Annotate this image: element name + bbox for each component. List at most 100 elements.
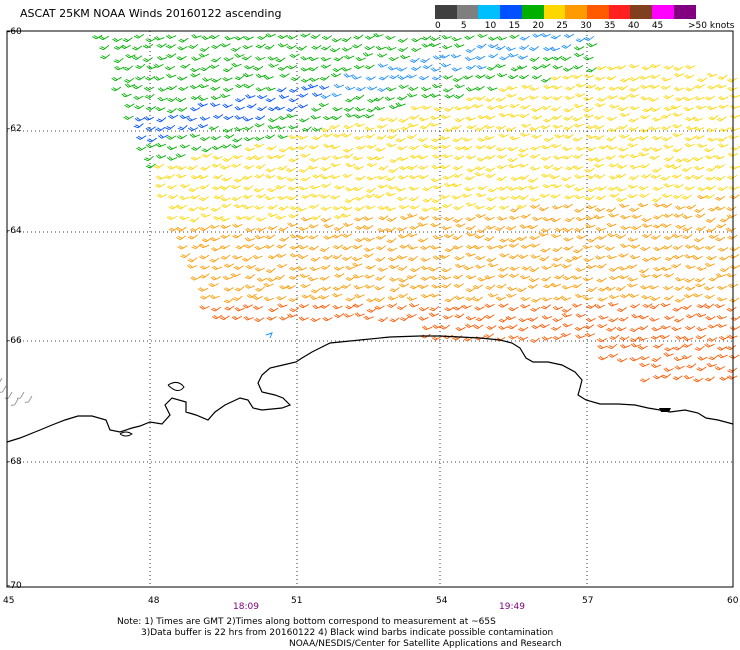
wind-barb xyxy=(343,313,354,318)
wind-barb xyxy=(616,358,628,363)
wind-barb xyxy=(451,67,462,72)
wind-barb xyxy=(640,84,651,89)
wind-barb xyxy=(714,303,725,309)
wind-barb xyxy=(197,174,209,180)
wind-barb xyxy=(466,167,477,173)
wind-barb xyxy=(155,154,167,159)
wind-barb xyxy=(331,38,342,43)
wind-barb xyxy=(243,136,255,142)
wind-barb xyxy=(374,297,385,303)
wind-barb xyxy=(278,205,289,211)
lat-label: -66 xyxy=(7,336,22,346)
wind-barb xyxy=(540,304,551,310)
wind-barb xyxy=(407,122,419,128)
wind-barb xyxy=(365,133,376,139)
wind-barb xyxy=(629,105,640,111)
wind-barb xyxy=(575,83,586,88)
wind-barb xyxy=(474,336,485,341)
wind-barb xyxy=(508,215,520,220)
wind-barb xyxy=(345,265,356,270)
wind-barb xyxy=(474,306,485,311)
wind-barb xyxy=(573,165,584,170)
wind-barb xyxy=(454,263,466,268)
wind-barb xyxy=(585,215,596,220)
wind-barb xyxy=(573,46,585,51)
wind-barb xyxy=(221,176,232,182)
wind-barb xyxy=(605,155,616,160)
wind-barb xyxy=(276,243,287,249)
wind-barb xyxy=(389,277,400,282)
wind-barb xyxy=(521,265,532,271)
wind-barb xyxy=(486,105,498,110)
island-outline xyxy=(119,431,133,437)
wind-barb xyxy=(704,262,715,267)
wind-barb xyxy=(308,204,320,209)
wind-barb xyxy=(114,65,125,71)
wind-barb xyxy=(583,96,594,101)
wind-barb xyxy=(681,194,692,200)
wind-barb xyxy=(453,283,464,288)
wind-barb xyxy=(287,186,299,191)
wind-barb xyxy=(517,236,528,241)
wind-barb xyxy=(582,244,593,249)
wind-barb xyxy=(420,57,431,63)
wind-barb xyxy=(485,205,496,211)
wind-barb xyxy=(484,275,495,280)
wind-barb xyxy=(278,115,289,121)
wind-barb xyxy=(430,67,441,72)
wind-barb xyxy=(705,154,716,160)
wind-barb xyxy=(301,126,312,132)
wind-barb xyxy=(574,208,585,213)
wind-barb xyxy=(575,313,586,318)
wind-barb xyxy=(528,46,540,51)
wind-barb xyxy=(674,96,686,102)
wind-barb xyxy=(498,317,509,323)
wind-barb xyxy=(111,86,122,92)
wind-barb xyxy=(279,236,290,242)
wind-barb xyxy=(596,277,607,283)
wind-barb xyxy=(707,85,718,90)
wind-barb xyxy=(143,155,154,162)
wind-barb xyxy=(374,285,385,291)
wind-barb xyxy=(289,205,300,211)
wind-barb xyxy=(364,45,375,51)
wind-barb xyxy=(255,73,266,78)
wind-barb xyxy=(168,226,179,232)
wind-barb xyxy=(474,85,485,91)
wind-barb xyxy=(387,303,398,308)
wind-barb xyxy=(275,215,286,220)
wind-barb xyxy=(727,86,738,92)
wind-barb xyxy=(564,183,575,189)
wind-barb xyxy=(385,206,396,212)
wind-barb xyxy=(527,225,538,230)
wind-barb xyxy=(554,227,565,232)
wind-barb xyxy=(594,207,606,212)
wind-barb xyxy=(408,174,420,180)
wind-barb xyxy=(552,65,563,70)
wind-barb xyxy=(231,196,242,201)
wind-barb xyxy=(287,313,298,318)
wind-barb xyxy=(377,184,388,189)
wind-barb xyxy=(549,46,561,52)
wind-barb xyxy=(242,194,253,199)
wind-barb xyxy=(311,127,323,132)
wind-barb xyxy=(408,196,419,202)
wind-barb xyxy=(353,186,364,192)
wind-barb xyxy=(697,356,708,361)
wind-barb xyxy=(661,76,672,82)
wind-barb xyxy=(396,196,408,201)
wind-barb xyxy=(571,303,582,308)
wind-barb xyxy=(443,182,455,188)
wind-barb xyxy=(354,195,365,201)
wind-barb xyxy=(155,106,166,112)
wind-barb xyxy=(212,174,223,180)
wind-barb xyxy=(538,206,549,212)
legend-swatch xyxy=(456,5,479,19)
wind-barb xyxy=(146,65,157,70)
wind-barb xyxy=(241,55,252,61)
wind-barb xyxy=(320,217,331,223)
wind-barb xyxy=(409,145,420,151)
wind-barb xyxy=(286,113,297,118)
wind-barb xyxy=(518,195,529,200)
